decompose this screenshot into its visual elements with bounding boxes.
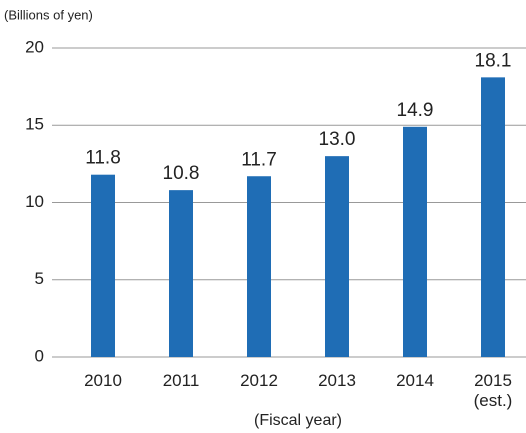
data-label: 13.0 (319, 129, 356, 150)
x-tick-label: 2013 (318, 371, 356, 390)
data-label: 10.8 (163, 163, 200, 184)
x-tick-label: 2011 (162, 371, 200, 390)
y-tick-label: 15 (25, 115, 44, 134)
bar (403, 126, 427, 357)
y-tick-label: 10 (25, 192, 44, 211)
y-tick-label: 0 (35, 346, 44, 365)
data-label: 14.9 (397, 100, 434, 121)
y-axis-label: (Billions of yen) (4, 7, 93, 22)
y-tick-label: 5 (35, 269, 44, 288)
x-tick-label: 2010 (84, 371, 122, 390)
bar (169, 190, 193, 357)
data-label: 18.1 (475, 50, 512, 71)
x-tick-label: 2015 (est.) (473, 371, 513, 410)
bar (91, 174, 115, 357)
bar (481, 77, 505, 357)
y-tick-label: 20 (25, 37, 44, 56)
x-tick-label: 2012 (240, 371, 278, 390)
bar (325, 156, 349, 357)
data-label: 11.7 (241, 149, 277, 170)
x-axis-label: (Fiscal year) (254, 412, 342, 429)
x-tick-label: 2014 (396, 371, 434, 390)
bar (247, 176, 271, 357)
data-label: 11.8 (85, 148, 121, 169)
